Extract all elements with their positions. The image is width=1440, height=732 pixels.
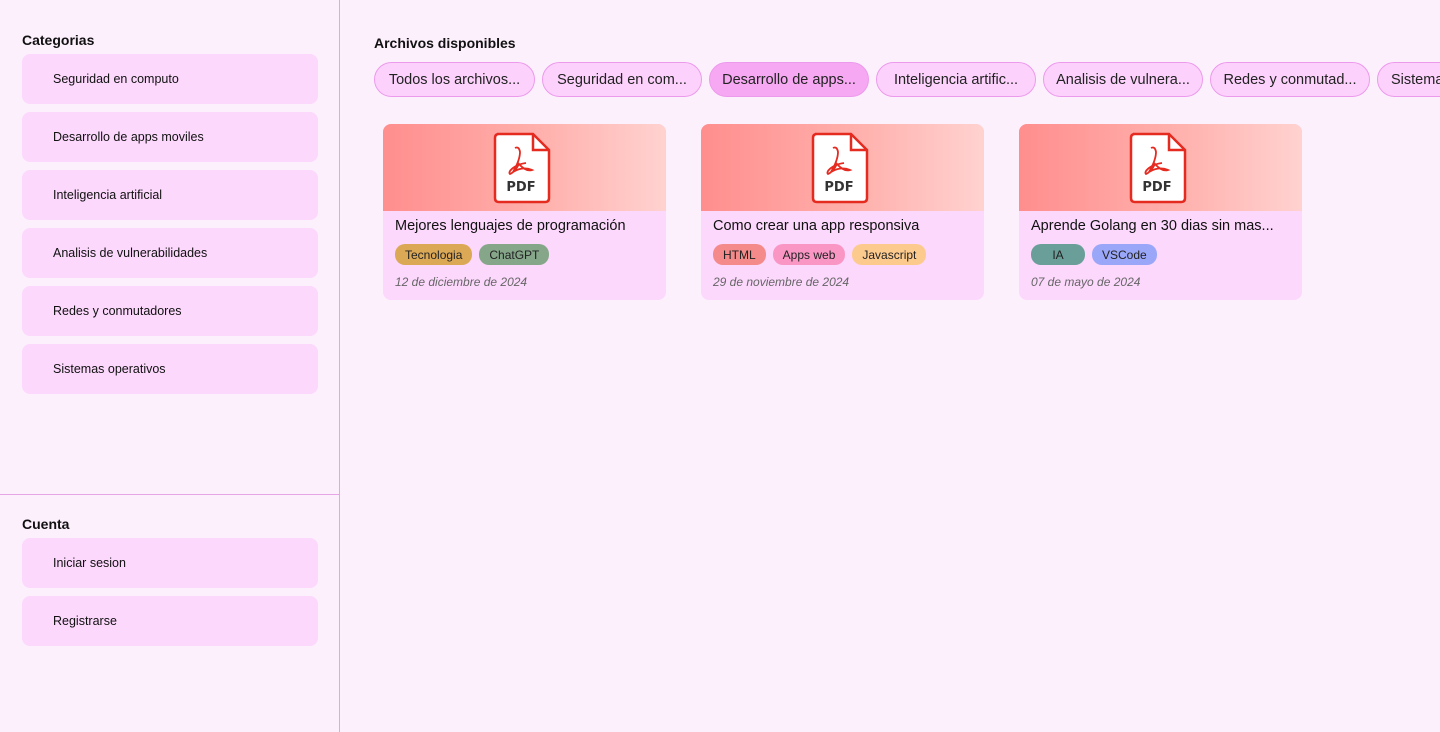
filter-chip-seguridad[interactable]: Seguridad en com...: [542, 62, 702, 97]
file-card[interactable]: PDF Mejores lenguajes de programación Te…: [383, 124, 666, 300]
tag-badge: ChatGPT: [479, 244, 549, 265]
account-section: Cuenta Iniciar sesion Registrarse: [22, 514, 318, 646]
categories-title: Categorias: [22, 30, 318, 50]
page-title: Archivos disponibles: [374, 33, 516, 53]
pdf-icon-label: PDF: [506, 180, 535, 195]
filter-chip-label: Seguridad en com...: [557, 72, 687, 88]
sidebar: Categorias Seguridad en computo Desarrol…: [0, 0, 340, 732]
file-card-date: 12 de diciembre de 2024: [383, 274, 666, 290]
tag-badge: Tecnologia: [395, 244, 472, 265]
file-card-title: Mejores lenguajes de programación: [383, 216, 666, 236]
sidebar-item-label: Inteligencia artificial: [53, 188, 162, 202]
pdf-file-icon: PDF: [1129, 132, 1187, 204]
file-card-title: Como crear una app responsiva: [701, 216, 984, 236]
tag-badge: VSCode: [1092, 244, 1157, 265]
register-button[interactable]: Registrarse: [22, 596, 318, 646]
file-card-tags: HTML Apps web Javascript: [701, 244, 984, 265]
pdf-icon-label: PDF: [824, 180, 853, 195]
file-card[interactable]: PDF Como crear una app responsiva HTML A…: [701, 124, 984, 300]
filter-chip-label: Sistemas operativos: [1391, 72, 1440, 88]
sidebar-divider: [0, 494, 340, 495]
tag-badge: Apps web: [773, 244, 846, 265]
sidebar-item-sistemas[interactable]: Sistemas operativos: [22, 344, 318, 394]
sidebar-item-desarrollo[interactable]: Desarrollo de apps moviles: [22, 112, 318, 162]
file-card-date: 07 de mayo de 2024: [1019, 274, 1302, 290]
file-card-banner: PDF: [383, 124, 666, 211]
register-label: Registrarse: [53, 614, 117, 628]
pdf-file-icon: PDF: [493, 132, 551, 204]
file-card-tags: IA VSCode: [1019, 244, 1302, 265]
account-title: Cuenta: [22, 514, 318, 534]
sidebar-item-label: Sistemas operativos: [53, 362, 166, 376]
tag-badge: HTML: [713, 244, 766, 265]
pdf-icon-label: PDF: [1142, 180, 1171, 195]
filter-chip-label: Todos los archivos...: [389, 72, 520, 88]
filter-chip-sistemas[interactable]: Sistemas operativos: [1377, 62, 1440, 97]
filter-chip-label: Desarrollo de apps...: [722, 72, 856, 88]
filter-chip-desarrollo[interactable]: Desarrollo de apps...: [709, 62, 869, 97]
sidebar-item-ia[interactable]: Inteligencia artificial: [22, 170, 318, 220]
filter-chip-ia[interactable]: Inteligencia artific...: [876, 62, 1036, 97]
sidebar-item-label: Redes y conmutadores: [53, 304, 182, 318]
sidebar-item-label: Desarrollo de apps moviles: [53, 130, 204, 144]
file-card-tags: Tecnologia ChatGPT: [383, 244, 666, 265]
tag-badge: Javascript: [852, 244, 926, 265]
sidebar-item-seguridad[interactable]: Seguridad en computo: [22, 54, 318, 104]
login-button[interactable]: Iniciar sesion: [22, 538, 318, 588]
pdf-file-icon: PDF: [811, 132, 869, 204]
sidebar-item-label: Seguridad en computo: [53, 72, 179, 86]
file-card-banner: PDF: [701, 124, 984, 211]
file-card[interactable]: PDF Aprende Golang en 30 dias sin mas...…: [1019, 124, 1302, 300]
filter-chip-label: Analisis de vulnera...: [1056, 72, 1190, 88]
filter-chip-vulnerabilidades[interactable]: Analisis de vulnera...: [1043, 62, 1203, 97]
file-card-date: 29 de noviembre de 2024: [701, 274, 984, 290]
sidebar-item-vulnerabilidades[interactable]: Analisis de vulnerabilidades: [22, 228, 318, 278]
login-label: Iniciar sesion: [53, 556, 126, 570]
file-card-banner: PDF: [1019, 124, 1302, 211]
filter-bar: Todos los archivos... Seguridad en com..…: [374, 62, 1440, 97]
tag-badge: IA: [1031, 244, 1085, 265]
filter-chip-redes[interactable]: Redes y conmutad...: [1210, 62, 1370, 97]
filter-chip-todos[interactable]: Todos los archivos...: [374, 62, 535, 97]
file-grid: PDF Mejores lenguajes de programación Te…: [383, 124, 1302, 300]
file-card-title: Aprende Golang en 30 dias sin mas...: [1019, 216, 1302, 236]
categories-section: Categorias Seguridad en computo Desarrol…: [22, 30, 318, 394]
sidebar-item-redes[interactable]: Redes y conmutadores: [22, 286, 318, 336]
filter-chip-label: Redes y conmutad...: [1224, 72, 1357, 88]
main-content: Archivos disponibles Todos los archivos.…: [340, 0, 1440, 732]
filter-chip-label: Inteligencia artific...: [894, 72, 1018, 88]
sidebar-item-label: Analisis de vulnerabilidades: [53, 246, 207, 260]
